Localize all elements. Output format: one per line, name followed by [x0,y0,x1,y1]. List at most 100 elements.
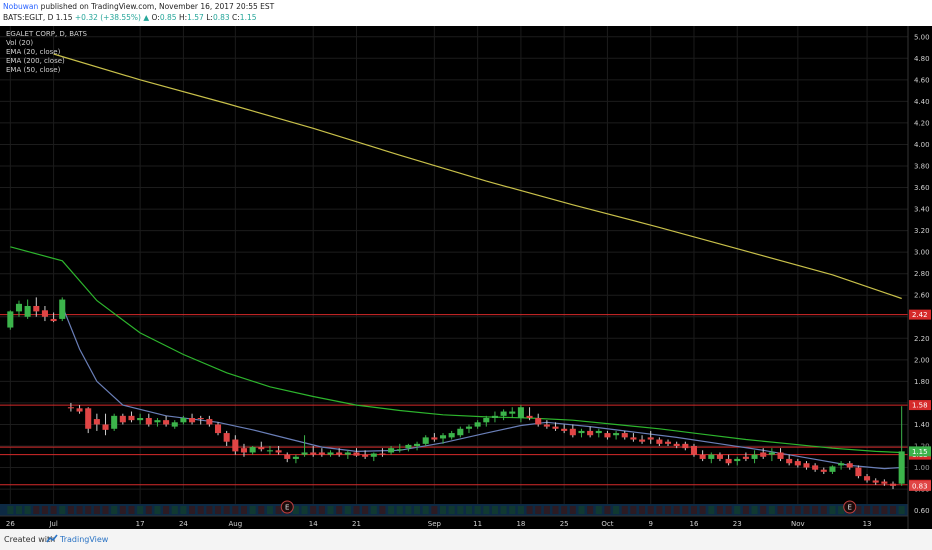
candle-body [249,447,256,453]
candle-body [812,465,819,470]
volume-bar [734,506,741,514]
candle-body [898,451,905,484]
volume-bar [232,506,239,514]
volume-bar [292,506,299,514]
y-tick-label: 1.80 [914,378,930,386]
price-chart[interactable]: E E 5.00 4.80 4.60 4.40 4.20 4.00 3.80 3.60 3.40 3.… [0,26,932,529]
close-label: C: [232,13,240,22]
level-tag-bg [909,400,931,411]
candle-body [214,424,222,434]
candle-body [145,418,152,425]
candle-body [664,441,672,444]
volume-bar [647,506,654,514]
volume-bar [881,506,888,514]
high-value: 1.57 [187,13,204,22]
volume-bar [396,506,403,514]
candle-body [50,318,57,322]
y-tick-label: 4.60 [914,76,930,84]
candle-body [154,420,161,423]
volume-bar [50,506,57,514]
candle-body [742,456,749,459]
candle-body [864,476,871,481]
author-link[interactable]: Nobuwan [3,2,39,11]
candle-body [474,422,481,427]
x-tick-label: 16 [690,520,699,528]
volume-bar [15,506,23,514]
candle-body [457,428,464,436]
high-label: H: [178,13,188,22]
legend-ema50[interactable]: EMA (50, close) [6,66,61,74]
price-change: +0.32 (+38.55%) [74,13,141,22]
x-tick-label: 17 [136,520,145,528]
candle-body [7,311,14,328]
volume-bar [59,506,66,514]
volume-bar [128,506,135,514]
candle-body [137,418,144,421]
volume-bar [621,506,628,514]
volume-bar [362,506,369,514]
up-arrow-icon: ▲ [143,13,150,22]
volume-bar [318,506,325,514]
legend-ema20[interactable]: EMA (20, close) [6,48,61,56]
chart-area[interactable]: E E 5.00 4.80 4.60 4.40 4.20 4.00 3.80 3.60 3.40 3.… [0,26,932,529]
candle-body [725,458,732,464]
y-tick-label: 0.60 [914,507,930,515]
earnings-event-label: E [848,504,852,512]
candle-body [431,437,438,440]
candle-body [690,446,698,455]
y-tick-label: 2.20 [914,335,930,343]
earnings-event-label: E [285,504,289,512]
y-tick-label: 3.20 [914,227,930,235]
footer-bar: Created with TradingView [0,529,932,550]
volume-bar [898,506,905,514]
legend-ema200[interactable]: EMA (200, close) [6,57,65,65]
volume-tick-label: 1.00 [914,464,930,472]
volume-bar [812,506,819,514]
candle-body [15,303,23,312]
volume-bar [336,506,343,514]
volume-bar [388,506,395,514]
volume-bar [838,506,845,514]
candle-body [414,443,421,446]
candle-body [509,411,516,414]
volume-bar [829,506,836,514]
last-price: 1.15 [55,13,73,22]
volume-bar [448,506,455,514]
legend-vol[interactable]: Vol (20) [6,39,34,47]
volume-bar [76,506,83,514]
candle-body [310,452,317,455]
volume-bar [24,506,31,514]
candle-body [656,439,663,444]
candle-body [604,433,611,438]
volume-bar [137,506,144,514]
volume-bar [561,506,568,514]
candle-body [336,452,343,455]
candle-body [111,415,118,429]
candle-body [223,433,230,442]
volume-bar [414,506,421,514]
volume-bar [604,506,611,514]
x-tick-label: 11 [473,520,482,528]
volume-bar [457,506,464,514]
candle-body [526,415,533,418]
volume-bar [422,506,429,514]
candle-body [24,306,31,317]
candle-body [258,447,265,450]
y-tick-label: 1.40 [914,421,930,429]
candle-body [405,444,412,449]
x-tick-label: 24 [179,520,188,528]
volume-bar [630,506,637,514]
candle-body [344,452,351,455]
price-tag-bg [909,446,931,457]
tradingview-brand[interactable]: TradingView [60,535,109,544]
y-tick-label: 2.80 [914,270,930,278]
volume-bar [578,506,585,514]
candle-body [439,435,447,439]
volume-bar [379,506,386,514]
x-tick-label: Oct [601,520,613,528]
candle-body [855,467,862,477]
volume-bar [820,506,827,514]
candle-body [777,452,784,459]
volume-bar [206,506,213,514]
volume-bar [119,506,126,514]
